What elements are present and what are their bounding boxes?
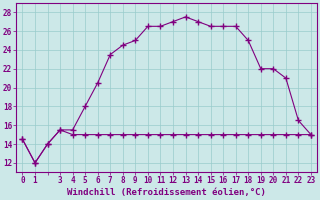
X-axis label: Windchill (Refroidissement éolien,°C): Windchill (Refroidissement éolien,°C): [67, 188, 266, 197]
